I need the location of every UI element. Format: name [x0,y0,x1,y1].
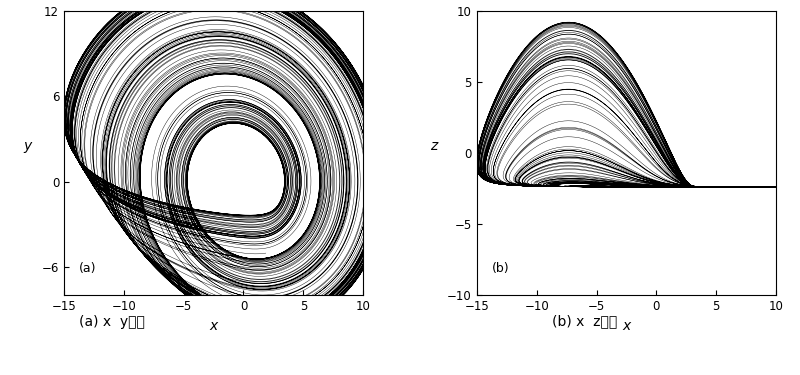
X-axis label: x: x [622,319,630,333]
Text: (a): (a) [79,262,97,276]
Y-axis label: y: y [24,139,32,153]
Y-axis label: z: z [430,139,437,153]
X-axis label: x: x [210,319,218,333]
Text: (a) x  y平面: (a) x y平面 [79,315,145,328]
Text: (b): (b) [492,262,510,276]
Text: (b) x  z平面: (b) x z平面 [552,315,617,328]
